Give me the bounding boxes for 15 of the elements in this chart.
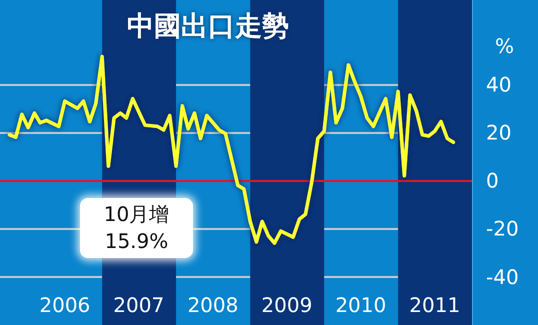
y-tick-label: -40 bbox=[486, 264, 519, 289]
x-tick-label: 2008 bbox=[187, 293, 238, 317]
y-tick-label: 20 bbox=[486, 120, 512, 144]
y-tick-label: 40 bbox=[486, 72, 512, 96]
y-axis-title: % bbox=[494, 34, 514, 58]
x-tick-label: 2009 bbox=[261, 293, 312, 317]
x-tick-label: 2007 bbox=[113, 293, 164, 317]
x-tick-label: 2006 bbox=[39, 293, 90, 317]
chart-title: 中國出口走勢 bbox=[127, 11, 289, 42]
annotation: 10月增 15.9% bbox=[104, 202, 170, 253]
y-tick-label: -20 bbox=[486, 216, 519, 241]
callout-box: 10月增 15.9% bbox=[80, 198, 193, 258]
x-tick-label: 2010 bbox=[335, 293, 386, 317]
y-tick-label: 0 bbox=[486, 168, 499, 193]
x-tick-label: 2011 bbox=[409, 293, 460, 317]
